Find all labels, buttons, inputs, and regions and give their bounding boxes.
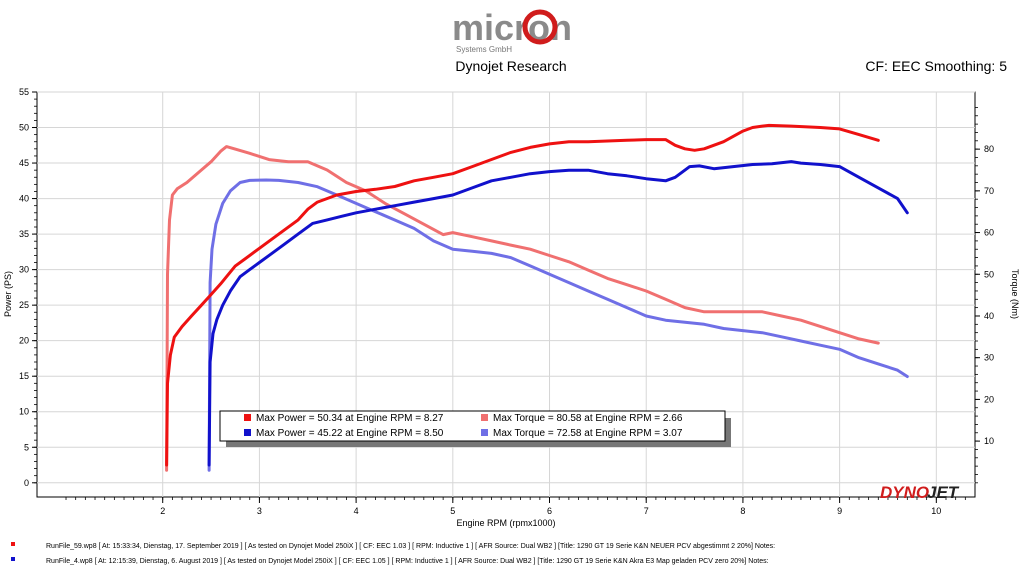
- y-axis-right: 10 20 30 40 50 60 70 80: [975, 107, 994, 484]
- y-tick-label: 25: [19, 300, 29, 310]
- y-tick-label: 35: [19, 229, 29, 239]
- y-tick-label: 40: [19, 194, 29, 204]
- y-tick-label: 15: [19, 371, 29, 381]
- legend-swatch: [481, 414, 488, 421]
- y-axis-label: Power (PS): [3, 271, 13, 317]
- x-tick-label: 10: [931, 506, 941, 516]
- x-tick-label: 9: [837, 506, 842, 516]
- run2-torque-line: [207, 178, 909, 472]
- micron-logo: micron Systems GmbH: [452, 7, 572, 54]
- run2-power-line: [207, 160, 909, 467]
- run1-power-line: [165, 123, 880, 467]
- run1-torque-line: [165, 145, 880, 472]
- legend-swatch: [244, 429, 251, 436]
- y-tick-label: 10: [19, 407, 29, 417]
- x-axis-label: Engine RPM (rpmx1000): [456, 518, 555, 528]
- x-tick-label: 5: [450, 506, 455, 516]
- logo-text: micron: [452, 7, 572, 48]
- y2-tick-label: 50: [984, 269, 994, 279]
- y-tick-label: 45: [19, 158, 29, 168]
- y-axis-left: 0 5 10 15 20 25 30 35 40 45 50 55: [19, 87, 37, 488]
- legend: Max Power = 50.34 at Engine RPM = 8.27 Ma…: [219, 410, 731, 447]
- y-tick-label: 20: [19, 336, 29, 346]
- x-tick-label: 2: [160, 506, 165, 516]
- y2-tick-label: 30: [984, 353, 994, 363]
- x-tick-label: 6: [547, 506, 552, 516]
- chart-title: Dynojet Research: [455, 58, 566, 74]
- run-info-line: RunFile_4.wp8 [ At: 12:15:39, Dienstag, …: [46, 558, 769, 565]
- y2-tick-label: 80: [984, 144, 994, 154]
- y-tick-label: 5: [24, 442, 29, 452]
- y2-axis-label: Torque (Nm): [1010, 269, 1020, 319]
- run-color-marker: [11, 557, 15, 561]
- run-info-line: RunFile_59.wp8 [ At: 15:33:34, Dienstag,…: [46, 543, 775, 550]
- legend-entry: Max Torque = 72.58 at Engine RPM = 3.07: [493, 428, 683, 439]
- logo-subtext: Systems GmbH: [456, 45, 512, 54]
- x-tick-label: 4: [354, 506, 359, 516]
- x-axis: 2 3 4 5 6 7 8 9 10: [65, 497, 966, 516]
- legend-swatch: [481, 429, 488, 436]
- x-tick-label: 7: [644, 506, 649, 516]
- y2-tick-label: 70: [984, 186, 994, 196]
- run-info-footer: RunFile_59.wp8 [ At: 15:33:34, Dienstag,…: [11, 542, 775, 565]
- y-tick-label: 0: [24, 478, 29, 488]
- legend-swatch: [244, 414, 251, 421]
- legend-entry: Max Power = 50.34 at Engine RPM = 8.27: [256, 413, 444, 424]
- smoothing-label: CF: EEC Smoothing: 5: [865, 58, 1007, 74]
- y-tick-label: 50: [19, 123, 29, 133]
- series-lines: [165, 123, 909, 472]
- legend-box: [219, 410, 726, 442]
- y2-tick-label: 40: [984, 311, 994, 321]
- dynojet-watermark: DYNO JET: [880, 483, 960, 502]
- y-tick-label: 30: [19, 265, 29, 275]
- logo-ring-icon: [522, 9, 558, 45]
- y2-tick-label: 20: [984, 394, 994, 404]
- y-tick-label: 55: [19, 87, 29, 97]
- y2-tick-label: 10: [984, 436, 994, 446]
- run-color-marker: [11, 542, 15, 546]
- legend-entry: Max Power = 45.22 at Engine RPM = 8.50: [256, 428, 444, 439]
- x-tick-label: 8: [740, 506, 745, 516]
- x-tick-label: 3: [257, 506, 262, 516]
- y2-tick-label: 60: [984, 228, 994, 238]
- legend-entry: Max Torque = 80.58 at Engine RPM = 2.66: [493, 413, 683, 424]
- watermark-dyno: DYNO: [880, 483, 929, 502]
- watermark-jet: JET: [927, 483, 960, 502]
